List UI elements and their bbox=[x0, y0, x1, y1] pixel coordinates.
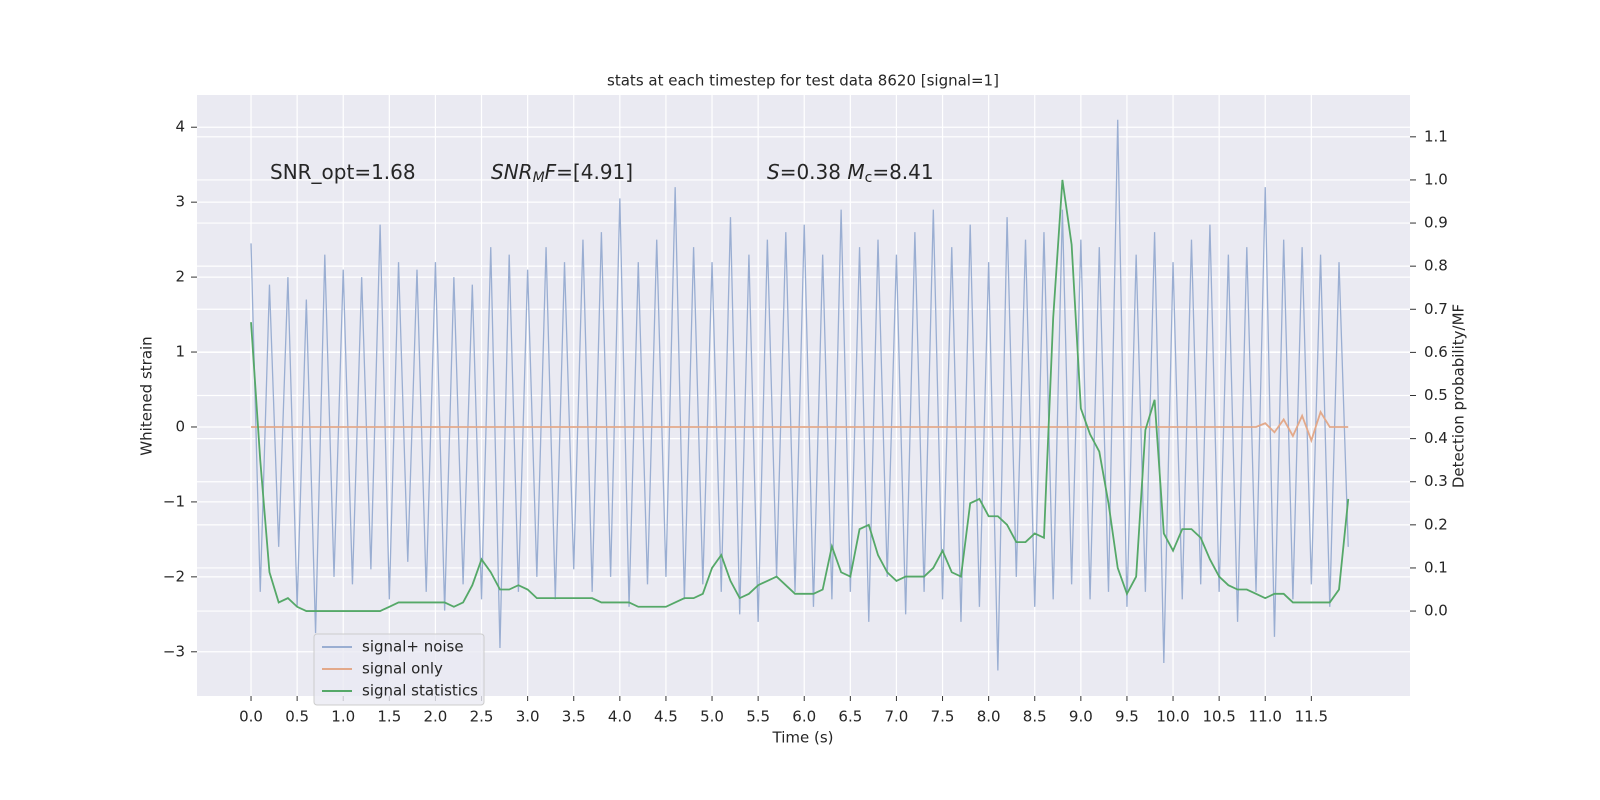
x-tick-label: 5.5 bbox=[746, 708, 770, 726]
y2-tick-label: 0.0 bbox=[1424, 602, 1448, 620]
y2-tick-label: 0.5 bbox=[1424, 386, 1448, 404]
x-tick-label: 7.5 bbox=[931, 708, 955, 726]
annotation: S=0.38 Mc=8.41 bbox=[767, 160, 934, 187]
annotation-part: M bbox=[533, 170, 545, 186]
x-tick-label: 0.0 bbox=[239, 708, 263, 726]
x-tick-label: 11.0 bbox=[1249, 708, 1282, 726]
y2-tick-label: 1.1 bbox=[1424, 127, 1448, 145]
annotation-part: =0.38 bbox=[780, 160, 848, 184]
y-axis-label: Whitened strain bbox=[138, 336, 156, 455]
annotation: SNR_opt=1.68 bbox=[270, 160, 416, 184]
y2-axis-label: Detection probability/MF bbox=[1450, 304, 1468, 488]
annotation-part: =[4.91] bbox=[556, 160, 633, 184]
x-tick-label: 7.0 bbox=[885, 708, 909, 726]
x-tick-label: 10.0 bbox=[1156, 708, 1189, 726]
y-tick-label: 3 bbox=[175, 193, 185, 211]
y-tick-label: −1 bbox=[163, 492, 185, 510]
y-tick-label: −3 bbox=[163, 642, 185, 660]
series-line bbox=[250, 179, 1350, 612]
legend-label: signal statistics bbox=[362, 682, 478, 700]
x-tick-label: 11.5 bbox=[1295, 708, 1328, 726]
x-tick-label: 3.0 bbox=[516, 708, 540, 726]
x-tick-label: 0.5 bbox=[285, 708, 309, 726]
x-tick-label: 4.0 bbox=[608, 708, 632, 726]
y-tick-label: 2 bbox=[175, 268, 185, 286]
y-tick-label: 0 bbox=[175, 417, 185, 435]
x-tick-label: 8.5 bbox=[1023, 708, 1047, 726]
x-tick-label: 2.5 bbox=[470, 708, 494, 726]
x-tick-label: 6.5 bbox=[838, 708, 862, 726]
x-tick-label: 9.0 bbox=[1069, 708, 1093, 726]
y2-tick-label: 0.6 bbox=[1424, 343, 1448, 361]
x-tick-label: 8.0 bbox=[977, 708, 1001, 726]
x-tick-label: 10.5 bbox=[1202, 708, 1235, 726]
annotation-part: M bbox=[847, 160, 864, 184]
y2-tick-label: 0.8 bbox=[1424, 257, 1448, 275]
y2-tick-label: 0.9 bbox=[1424, 214, 1448, 232]
y2-tick-label: 0.1 bbox=[1424, 558, 1448, 576]
x-tick-label: 3.5 bbox=[562, 708, 586, 726]
annotation-part: =8.41 bbox=[872, 160, 933, 184]
x-tick-label: 1.0 bbox=[331, 708, 355, 726]
x-tick-label: 4.5 bbox=[654, 708, 678, 726]
y2-tick-label: 1.0 bbox=[1424, 170, 1448, 188]
y2-tick-label: 0.7 bbox=[1424, 300, 1448, 318]
annotation: SNRMF=[4.91] bbox=[491, 160, 633, 187]
legend-label: signal only bbox=[362, 660, 443, 678]
x-tick-label: 2.0 bbox=[424, 708, 448, 726]
y-tick-label: 4 bbox=[175, 118, 185, 136]
annotation-part: F bbox=[545, 160, 557, 184]
series-line bbox=[250, 119, 1349, 671]
y2-tick-label: 0.2 bbox=[1424, 515, 1448, 533]
x-tick-label: 1.5 bbox=[377, 708, 401, 726]
annotation-part: SNR_opt=1.68 bbox=[270, 160, 416, 184]
x-axis-label: Time (s) bbox=[772, 729, 834, 747]
legend: signal+ noise signal only signal statistic… bbox=[313, 633, 485, 706]
x-tick-label: 6.0 bbox=[792, 708, 816, 726]
x-tick-label: 5.0 bbox=[700, 708, 724, 726]
legend-label: signal+ noise bbox=[362, 638, 464, 656]
y2-tick-label: 0.4 bbox=[1424, 429, 1448, 447]
legend-box bbox=[313, 633, 485, 706]
annotation-part: S bbox=[767, 160, 780, 184]
chart-title: stats at each timestep for test data 862… bbox=[607, 72, 999, 90]
annotation-part: SNR bbox=[491, 160, 533, 184]
series-line bbox=[251, 409, 1349, 444]
y2-tick-label: 0.3 bbox=[1424, 472, 1448, 490]
y-tick-label: 1 bbox=[175, 343, 185, 361]
x-tick-label: 9.5 bbox=[1115, 708, 1139, 726]
annotation-part: c bbox=[865, 170, 873, 186]
y-tick-label: −2 bbox=[163, 567, 185, 585]
